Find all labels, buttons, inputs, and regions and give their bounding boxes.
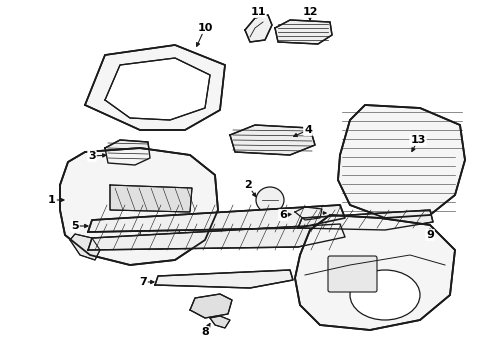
Polygon shape: [295, 215, 455, 330]
Text: 2: 2: [244, 180, 252, 190]
Polygon shape: [298, 210, 433, 230]
Polygon shape: [105, 58, 210, 120]
Text: 1: 1: [48, 195, 56, 205]
Ellipse shape: [256, 187, 284, 213]
Polygon shape: [60, 148, 218, 265]
Text: 8: 8: [201, 327, 209, 337]
Polygon shape: [338, 105, 465, 218]
Text: 13: 13: [410, 135, 426, 145]
Ellipse shape: [140, 221, 180, 249]
Text: 11: 11: [250, 7, 266, 17]
FancyBboxPatch shape: [328, 256, 377, 292]
Polygon shape: [88, 224, 345, 250]
Text: 4: 4: [304, 125, 312, 135]
Polygon shape: [275, 20, 332, 44]
Polygon shape: [155, 270, 293, 288]
Polygon shape: [210, 316, 230, 328]
Polygon shape: [245, 15, 272, 42]
Polygon shape: [85, 45, 225, 130]
Text: 6: 6: [279, 210, 287, 220]
Polygon shape: [88, 205, 345, 232]
Polygon shape: [70, 234, 100, 260]
Polygon shape: [110, 185, 192, 212]
Polygon shape: [295, 207, 322, 220]
Text: 10: 10: [197, 23, 213, 33]
Polygon shape: [230, 125, 315, 155]
Polygon shape: [190, 294, 232, 318]
Text: 9: 9: [426, 230, 434, 240]
Text: 3: 3: [88, 151, 96, 161]
Polygon shape: [105, 140, 150, 165]
Text: 12: 12: [302, 7, 318, 17]
Text: 7: 7: [139, 277, 147, 287]
Ellipse shape: [350, 270, 420, 320]
Text: 5: 5: [71, 221, 79, 231]
